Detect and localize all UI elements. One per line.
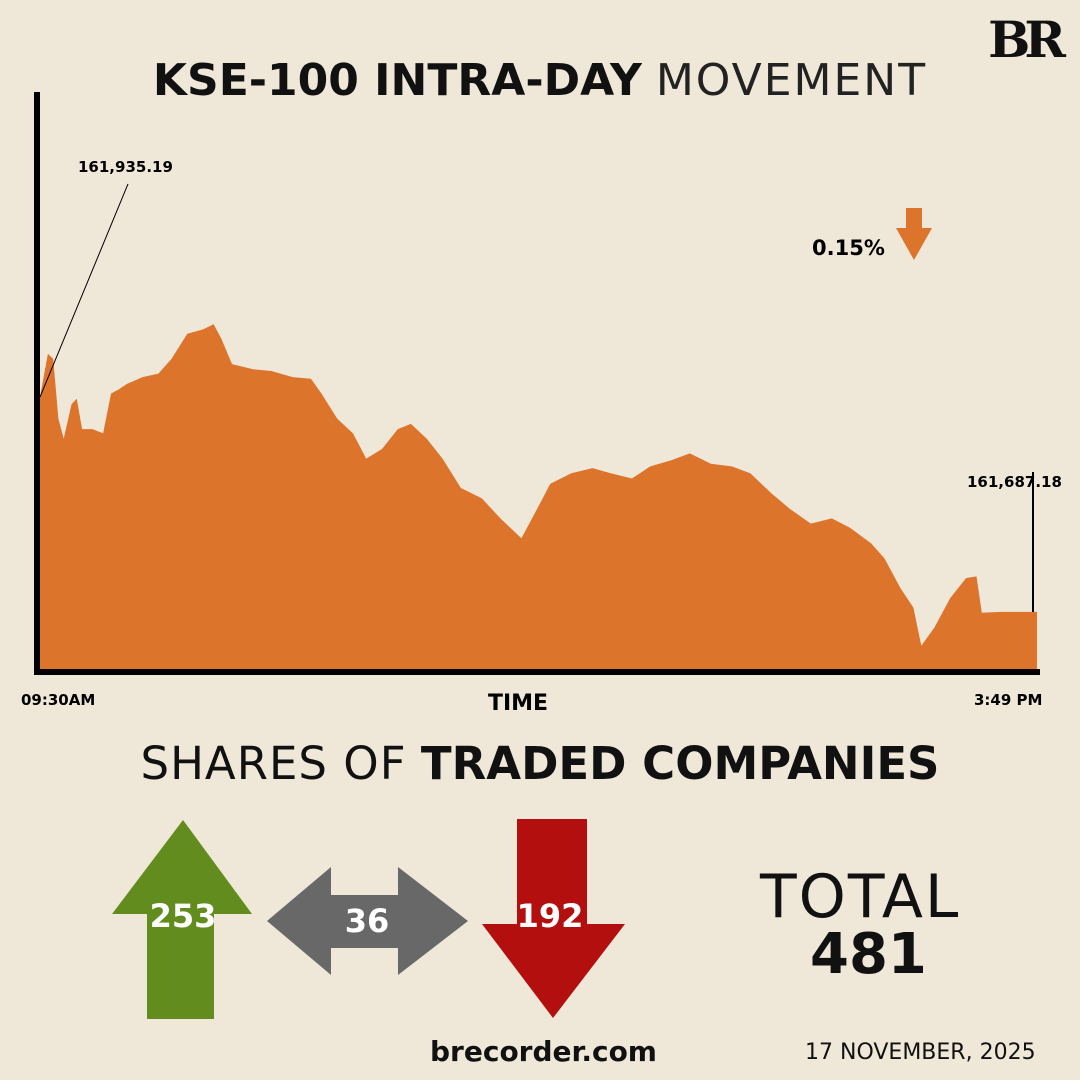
unchanged-double-arrow-icon [267, 867, 468, 975]
shares-arrows [112, 819, 625, 1019]
title-light: MOVEMENT [655, 55, 928, 106]
x-axis-label: TIME [488, 691, 548, 716]
br-logo: BR [988, 10, 1066, 69]
open-leader-line [39, 183, 129, 398]
change-percent: 0.15% [812, 236, 885, 260]
declined-count: 192 [516, 897, 584, 935]
advanced-up-arrow-icon [112, 820, 252, 1019]
shares-heading-bold: TRADED COMPANIES [420, 737, 940, 790]
intraday-chart: 161,935.19 161,687.18 0.15% 09:30AM 3:49… [21, 92, 1062, 716]
change-down-arrow-icon [896, 208, 932, 260]
total-label: TOTAL [760, 862, 961, 932]
open-value-label: 161,935.19 [78, 158, 173, 176]
date-label: 17 NOVEMBER, 2025 [805, 1040, 1036, 1065]
total-value: 481 [810, 922, 927, 987]
declined-down-arrow-icon [482, 819, 625, 1018]
advanced-count: 253 [149, 897, 217, 935]
unchanged-count: 36 [344, 902, 390, 940]
site-link[interactable]: brecorder.com [430, 1035, 657, 1068]
close-value-label: 161,687.18 [967, 473, 1062, 491]
shares-heading: SHARES OF TRADED COMPANIES [0, 737, 1080, 790]
x-tick-end: 3:49 PM [974, 691, 1042, 709]
x-tick-start: 09:30AM [21, 691, 95, 709]
title-bold: KSE-100 INTRA-DAY [152, 55, 642, 106]
index-area [40, 324, 1037, 670]
chart-title: KSE-100 INTRA-DAY MOVEMENT [0, 55, 1080, 106]
shares-heading-light: SHARES OF [140, 737, 407, 790]
